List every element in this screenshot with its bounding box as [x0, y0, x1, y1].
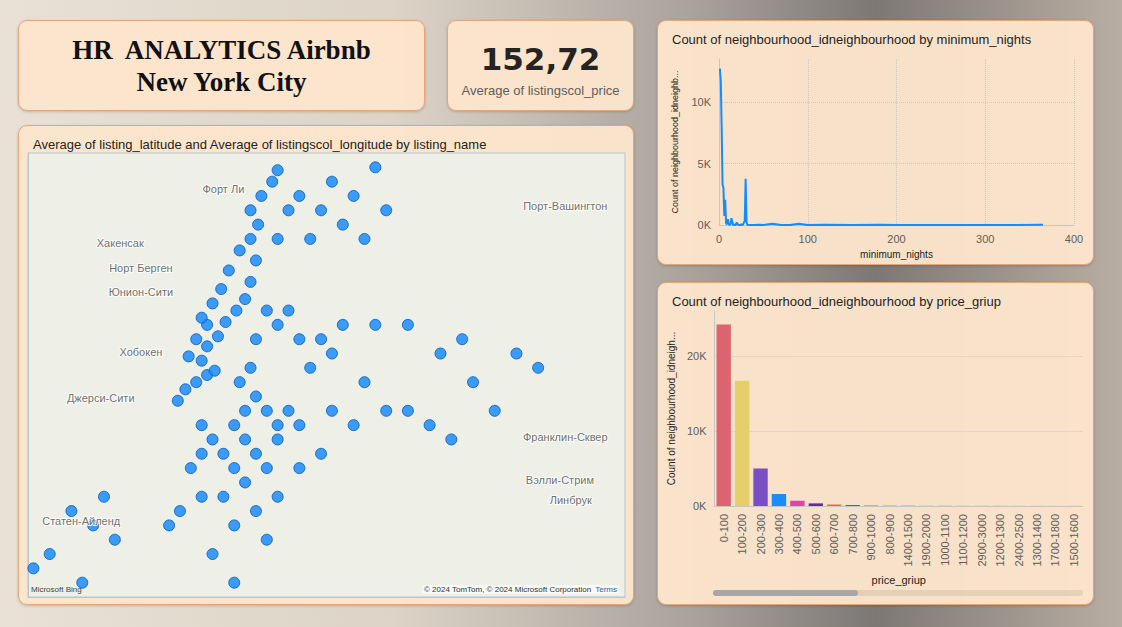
svg-text:1900-2000: 1900-2000: [920, 514, 932, 567]
svg-text:5K: 5K: [698, 158, 712, 170]
svg-text:200: 200: [887, 233, 905, 245]
svg-text:Count of neighbourhood_idneigh: Count of neighbourhood_idneighbourhood b…: [672, 294, 1001, 309]
svg-text:0: 0: [716, 233, 722, 245]
svg-text:Форт Ли: Форт Ли: [202, 183, 244, 195]
html-text:© 2024 TomTom, © 2024 Microsof: © 2024 TomTom, © 2024 Microsoft Corporat…: [423, 585, 617, 594]
svg-text:300-400: 300-400: [773, 514, 785, 554]
svg-text:Count of neighbourhood_idneigh: Count of neighbourhood_idneighb...: [670, 70, 680, 213]
svg-text:100-200: 100-200: [736, 514, 748, 554]
svg-text:1300-1400: 1300-1400: [1031, 514, 1043, 567]
svg-text:700-800: 700-800: [847, 514, 859, 554]
svg-text:Count of neighbourhood_idneigh: Count of neighbourhood_idneighbourhood b…: [672, 32, 1032, 47]
svg-text:1100-1200: 1100-1200: [957, 514, 969, 566]
svg-text:1400-1500: 1400-1500: [902, 514, 914, 567]
svg-text:900-1000: 900-1000: [865, 514, 877, 561]
svg-text:Линбрук: Линбрук: [550, 494, 592, 506]
html-text:Average of listingscol_price: Average of listingscol_price: [461, 83, 620, 98]
svg-text:Count of neighbourhood_idneigh: Count of neighbourhood_idneigh...: [666, 332, 677, 485]
svg-text:Хобокен: Хобокен: [119, 346, 162, 358]
svg-text:0-100: 0-100: [718, 514, 730, 542]
html-text:New York City: New York City: [136, 66, 307, 97]
svg-text:price_griup: price_griup: [872, 574, 926, 586]
svg-text:1500-1600: 1500-1600: [1068, 514, 1080, 567]
svg-text:2900-3000: 2900-3000: [976, 514, 988, 567]
svg-text:Франклин-Сквер: Франклин-Сквер: [523, 431, 608, 443]
svg-text:Average of listing_latitude an: Average of listing_latitude and Average …: [33, 137, 486, 152]
svg-text:200-300: 200-300: [755, 514, 767, 554]
svg-text:10K: 10K: [687, 425, 707, 437]
svg-text:400: 400: [1065, 233, 1083, 245]
svg-text:Статен-Айленд: Статен-Айленд: [42, 515, 121, 527]
html-text:Microsoft Bing: Microsoft Bing: [31, 585, 82, 594]
svg-text:1200-1300: 1200-1300: [994, 514, 1006, 567]
svg-text:1700-1800: 1700-1800: [1049, 514, 1061, 567]
svg-text:600-700: 600-700: [828, 514, 840, 554]
svg-text:Норт Берген: Норт Берген: [109, 262, 172, 274]
svg-text:Хакенсак: Хакенсак: [97, 237, 144, 249]
svg-text:Вэлли-Стрим: Вэлли-Стрим: [526, 474, 594, 486]
svg-text:minimum_nights: minimum_nights: [860, 249, 933, 260]
svg-text:1000-1100: 1000-1100: [939, 514, 951, 566]
html-text:HR ANALYTICS Airbnb: HR ANALYTICS Airbnb: [72, 34, 371, 65]
html-text:152,72: 152,72: [480, 41, 601, 77]
svg-text:400-500: 400-500: [791, 514, 803, 554]
svg-text:500-600: 500-600: [810, 514, 822, 554]
svg-text:20K: 20K: [687, 350, 707, 362]
svg-text:300: 300: [976, 233, 994, 245]
svg-text:Юнион-Сити: Юнион-Сити: [109, 286, 173, 298]
svg-text:2400-2500: 2400-2500: [1013, 514, 1025, 567]
svg-text:10K: 10K: [691, 96, 711, 108]
svg-text:Порт-Вашингтон: Порт-Вашингтон: [523, 200, 607, 212]
svg-text:0K: 0K: [698, 219, 712, 231]
svg-text:0K: 0K: [693, 500, 707, 512]
svg-text:100: 100: [799, 233, 817, 245]
svg-text:800-900: 800-900: [884, 514, 896, 554]
svg-text:Джерси-Сити: Джерси-Сити: [67, 392, 135, 404]
